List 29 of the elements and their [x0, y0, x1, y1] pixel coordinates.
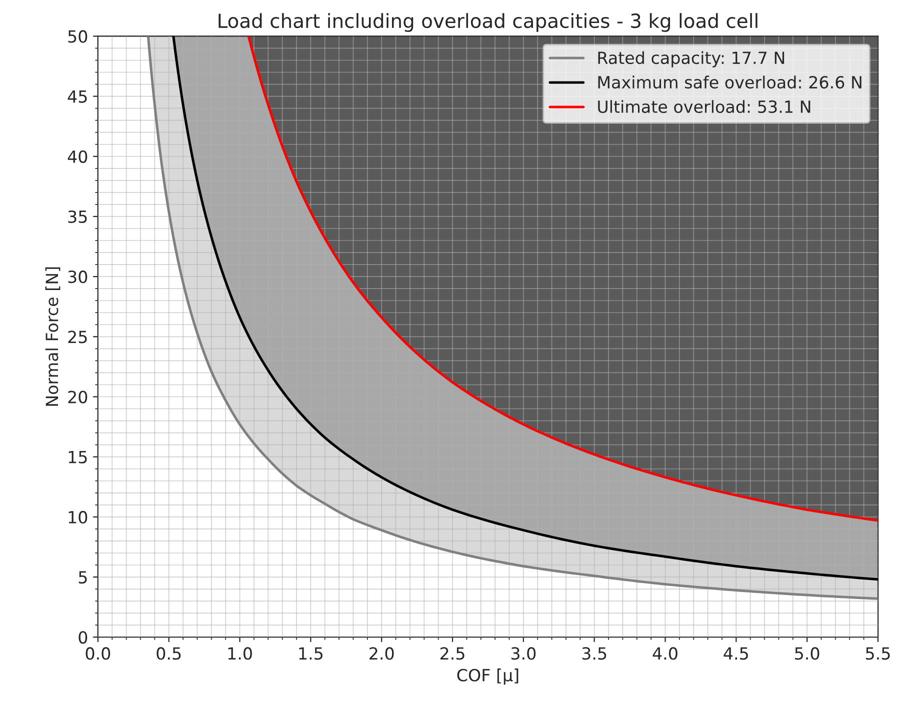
- x-tick-label: 1.5: [299, 647, 322, 660]
- x-tick-label: 3.0: [511, 647, 536, 660]
- chart-title: Load chart including overload capacities - 3 kg load cell: [218, 13, 758, 32]
- y-tick-label: 40: [68, 150, 88, 163]
- y-tick-label: 0: [78, 631, 88, 644]
- x-tick-label: 0.0: [86, 647, 110, 660]
- y-tick-label: 35: [68, 210, 87, 224]
- x-tick-label: 5.0: [795, 647, 820, 660]
- y-tick-label: 25: [68, 330, 87, 344]
- y-tick-label: 20: [68, 390, 88, 404]
- x-tick-label: 4.5: [724, 647, 748, 660]
- y-tick-label: 10: [68, 510, 88, 524]
- y-tick-label: 50: [68, 30, 88, 43]
- x-tick-label: 3.5: [582, 647, 606, 660]
- y-axis-title: Normal Force [N]: [45, 267, 60, 406]
- legend-label: Maximum safe overload: 26.6 N: [598, 76, 862, 89]
- y-tick-label: 15: [68, 451, 87, 464]
- x-tick-label: 1.0: [228, 647, 252, 660]
- x-tick-label: 5.5: [866, 647, 890, 660]
- y-tick-label: 45: [68, 90, 87, 103]
- x-tick-label: 2.0: [370, 647, 394, 660]
- legend-label: Rated capacity: 17.7 N: [598, 51, 784, 68]
- x-tick-label: 4.0: [652, 647, 678, 660]
- x-tick-label: 0.5: [156, 647, 181, 660]
- y-tick-label: 30: [68, 270, 88, 284]
- y-tick-label: 5: [78, 571, 87, 584]
- x-tick-label: 2.5: [440, 647, 464, 660]
- legend-label: Ultimate overload: 53.1 N: [598, 100, 810, 114]
- x-axis-title: COF [μ]: [457, 668, 518, 685]
